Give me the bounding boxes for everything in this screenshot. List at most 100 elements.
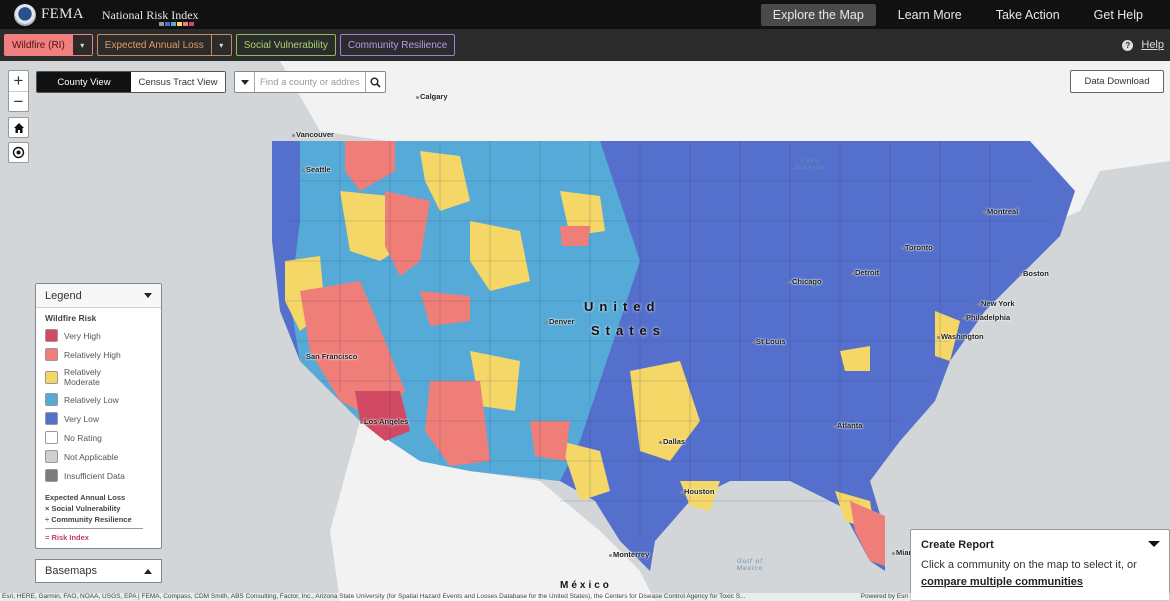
chevron-down-icon [144, 293, 152, 298]
search-icon [370, 77, 381, 88]
city-label-denver: Denver [545, 317, 574, 326]
swatch-insufficient-data [45, 469, 58, 482]
country-label-states: States [591, 323, 667, 338]
swatch-relatively-high [45, 348, 58, 361]
legend-item-not-applicable: Not Applicable [45, 450, 152, 463]
locate-icon [12, 146, 25, 159]
powered-by-esri[interactable]: Powered by Esri [860, 593, 908, 600]
census-tract-view-button[interactable]: Census Tract View [131, 72, 225, 92]
app-title: National Risk Index [102, 6, 199, 26]
city-label-seattle: Seattle [302, 165, 331, 174]
search-input[interactable] [255, 72, 365, 92]
data-download-button[interactable]: Data Download [1070, 70, 1164, 93]
fema-logo[interactable]: FEMA National Risk Index [14, 3, 199, 26]
risk-formula-result: = Risk Index [45, 533, 89, 542]
wildfire-chip-label[interactable]: Wildfire (RI) [5, 35, 72, 55]
search-source-dropdown[interactable] [235, 72, 255, 92]
city-label-monterrey: Monterrey [609, 550, 649, 559]
zoom-in-button[interactable]: + [13, 71, 24, 90]
legend-header-label: Legend [45, 289, 82, 302]
agency-name: FEMA [41, 6, 84, 22]
legend-item-no-rating: No Rating [45, 431, 152, 444]
swatch-relatively-low [45, 393, 58, 406]
city-label-vancouver: Vancouver [292, 130, 334, 139]
nav-take-action[interactable]: Take Action [995, 7, 1060, 22]
top-navigation-bar: FEMA National Risk Index Explore the Map… [0, 0, 1170, 29]
lake-superior-label: Lake Superior [793, 157, 827, 171]
community-resilience-chip[interactable]: Community Resilience [339, 34, 456, 56]
risk-formula: Expected Annual Loss × Social Vulnerabil… [45, 492, 143, 529]
basemap-svg [272, 61, 1170, 601]
city-label-montreal: Montreal [983, 207, 1018, 216]
nav-explore-the-map[interactable]: Explore the Map [760, 3, 876, 26]
city-label-new-york: New York [977, 299, 1015, 308]
sv-chip-label[interactable]: Social Vulnerability [243, 39, 328, 51]
risk-selector-bar: Wildfire (RI) ▾ Expected Annual Loss ▾ S… [0, 29, 1170, 61]
legend-item-relatively-moderate: Relatively Moderate [45, 367, 152, 387]
wildfire-dropdown-icon[interactable]: ▾ [71, 35, 92, 55]
social-vulnerability-chip[interactable]: Social Vulnerability [235, 34, 336, 56]
city-label-houston: Houston [680, 487, 714, 496]
city-label-detroit: Detroit [851, 268, 879, 277]
legend-item-relatively-high: Relatively High [45, 348, 152, 361]
expected-annual-loss-chip[interactable]: Expected Annual Loss ▾ [96, 34, 232, 56]
city-label-boston: Boston [1019, 269, 1049, 278]
country-label-mexico: México [560, 580, 612, 591]
legend-item-very-low: Very Low [45, 412, 152, 425]
create-report-title: Create Report [921, 539, 994, 551]
collapse-report-icon[interactable] [1148, 541, 1160, 547]
wildfire-risk-chip[interactable]: Wildfire (RI) ▾ [4, 34, 93, 56]
chevron-up-icon [144, 568, 152, 574]
home-button[interactable] [8, 117, 29, 138]
legend-toggle[interactable]: Legend [36, 284, 161, 308]
map-attribution: Esri, HERE, Garmin, FAO, NOAA, USGS, EPA… [0, 593, 1170, 601]
help-link[interactable]: ? Help [1122, 39, 1164, 51]
city-label-philadelphia: Philadelphia [962, 313, 1010, 322]
legend-panel: Legend Wildfire Risk Very High Relativel… [35, 283, 162, 549]
locate-button[interactable] [8, 142, 29, 163]
city-label-toronto: Toronto [901, 243, 933, 252]
compare-communities-link[interactable]: compare multiple communities [921, 576, 1083, 588]
basemaps-label: Basemaps [45, 565, 97, 577]
legend-item-very-high: Very High [45, 329, 152, 342]
help-link-text[interactable]: Help [1141, 39, 1164, 51]
cr-chip-label[interactable]: Community Resilience [347, 39, 448, 51]
dhs-seal-icon [14, 3, 36, 26]
legend-item-insufficient-data: Insufficient Data [45, 469, 152, 482]
eal-dropdown-icon[interactable]: ▾ [210, 35, 231, 55]
attribution-text[interactable]: Esri, HERE, Garmin, FAO, NOAA, USGS, EPA… [2, 593, 746, 600]
question-circle-icon: ? [1122, 39, 1134, 51]
map-canvas[interactable]: Calgary Vancouver Seattle San Francisco … [0, 61, 1170, 601]
swatch-no-rating [45, 431, 58, 444]
legend-title: Wildfire Risk [45, 313, 97, 323]
county-view-button[interactable]: County View [37, 72, 131, 92]
nav-get-help[interactable]: Get Help [1093, 7, 1143, 22]
create-report-panel: Create Report Click a community on the m… [910, 529, 1170, 601]
swatch-very-low [45, 412, 58, 425]
home-icon [13, 122, 24, 133]
search-button[interactable] [365, 72, 385, 92]
country-label-united: United [584, 299, 661, 314]
zoom-out-button[interactable]: − [9, 91, 28, 111]
nav-learn-more[interactable]: Learn More [897, 7, 962, 22]
legend-item-relatively-low: Relatively Low [45, 393, 152, 406]
city-label-calgary: Calgary [416, 92, 448, 101]
caret-down-icon [240, 79, 249, 85]
city-label-atlanta: Atlanta [833, 421, 862, 430]
city-label-chicago: Chicago [788, 277, 822, 286]
swatch-relatively-moderate [45, 370, 58, 384]
risk-color-dots-icon [158, 21, 194, 26]
zoom-control: + − [8, 70, 29, 112]
swatch-not-applicable [45, 450, 58, 463]
city-label-dallas: Dallas [659, 437, 685, 446]
search-box [234, 71, 386, 93]
city-label-san-francisco: San Francisco [302, 352, 357, 361]
gulf-of-mexico-label: Gulf of Mexico [736, 558, 764, 572]
eal-chip-label[interactable]: Expected Annual Loss [104, 39, 204, 51]
main-nav: Explore the Map Learn More Take Action G… [756, 0, 1160, 29]
city-label-miami: Miami [892, 548, 917, 557]
city-label-los-angeles: Los Angeles [360, 417, 408, 426]
city-label-st-louis: St Louis [752, 337, 786, 346]
report-instructions: Click a community on the map to select i… [921, 559, 1137, 571]
basemaps-toggle[interactable]: Basemaps [35, 559, 162, 583]
